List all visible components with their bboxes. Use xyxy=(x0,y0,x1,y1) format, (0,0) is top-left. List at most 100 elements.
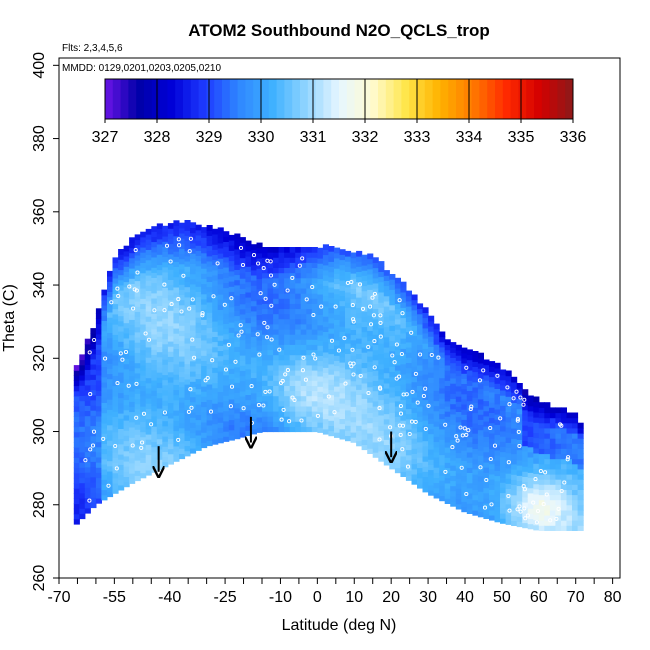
heatmap-cell xyxy=(79,436,86,443)
heatmap-cell xyxy=(201,437,208,443)
heatmap-cell xyxy=(134,439,141,446)
heatmap-cell xyxy=(544,520,551,526)
heatmap-cell xyxy=(383,336,390,343)
heatmap-cell xyxy=(173,281,180,288)
heatmap-cell xyxy=(339,336,346,343)
sample-dot xyxy=(241,406,246,411)
heatmap-cell xyxy=(300,329,307,335)
heatmap-cell xyxy=(184,291,191,298)
heatmap-cell xyxy=(250,254,257,261)
heatmap-cell xyxy=(295,303,302,310)
heatmap-cell xyxy=(300,405,307,412)
heatmap-cell xyxy=(184,378,191,385)
heatmap-cell xyxy=(145,382,152,389)
heatmap-cell xyxy=(256,258,263,264)
heatmap-cell xyxy=(334,391,341,397)
heatmap-cell xyxy=(162,343,169,350)
heatmap-cell xyxy=(505,452,512,459)
heatmap-cell xyxy=(167,376,174,383)
heatmap-cell xyxy=(184,296,191,303)
heatmap-cell xyxy=(118,320,125,327)
heatmap-cell xyxy=(167,228,174,234)
heatmap-cell xyxy=(273,329,280,335)
heatmap-cell xyxy=(278,272,285,279)
heatmap-cell xyxy=(79,369,86,376)
heatmap-cell xyxy=(439,475,446,481)
heatmap-cell xyxy=(201,319,208,326)
colorbar: 327 328 329 330 331 332 333 334 335 336 xyxy=(92,78,586,146)
heatmap-cell xyxy=(511,422,518,429)
heatmap-cell xyxy=(90,394,97,401)
heatmap-cell xyxy=(372,436,379,443)
heatmap-cell xyxy=(239,273,246,279)
heatmap-cell xyxy=(527,431,534,437)
heatmap-cell xyxy=(167,382,174,388)
heatmap-cell xyxy=(300,267,307,274)
heatmap-cell xyxy=(101,376,108,383)
heatmap-cell xyxy=(201,329,208,336)
heatmap-cell xyxy=(389,443,396,449)
heatmap-cell xyxy=(549,412,556,419)
heatmap-cell xyxy=(256,360,263,367)
heatmap-cell xyxy=(273,298,280,304)
heatmap-cell xyxy=(516,408,523,415)
heatmap-cell xyxy=(101,371,108,378)
sample-dot xyxy=(521,402,526,407)
heatmap-cell xyxy=(472,469,479,475)
heatmap-cell xyxy=(461,506,468,513)
sample-dot xyxy=(258,291,263,296)
heatmap-cell xyxy=(494,501,501,507)
heatmap-cell xyxy=(156,418,163,424)
heatmap-cell xyxy=(112,452,119,458)
heatmap-cell xyxy=(134,470,141,476)
heatmap-cell xyxy=(361,265,368,271)
heatmap-cell xyxy=(328,420,335,426)
heatmap-cell xyxy=(134,249,141,256)
heatmap-cell xyxy=(201,350,208,356)
heatmap-cell xyxy=(466,487,473,494)
heatmap-cell xyxy=(212,239,219,245)
sample-dot xyxy=(303,377,308,382)
heatmap-cell xyxy=(206,337,213,344)
heatmap-cell xyxy=(284,390,291,397)
heatmap-cell xyxy=(201,334,208,341)
heatmap-cell xyxy=(389,412,396,419)
heatmap-cell xyxy=(500,482,507,488)
heatmap-cell xyxy=(245,358,252,365)
heatmap-cell xyxy=(206,260,213,267)
heatmap-cell xyxy=(522,455,529,462)
heatmap-cell xyxy=(118,413,125,419)
heatmap-cell xyxy=(461,357,468,364)
sample-dot xyxy=(127,284,132,289)
heatmap-cell xyxy=(417,436,424,443)
sample-dot xyxy=(477,378,482,383)
heatmap-cell xyxy=(417,472,424,479)
heatmap-cell xyxy=(383,280,390,287)
heatmap-cell xyxy=(350,355,357,361)
heatmap-cell xyxy=(206,368,213,375)
heatmap-cell xyxy=(356,430,363,436)
heatmap-cell xyxy=(112,416,119,422)
heatmap-cell xyxy=(372,288,379,294)
heatmap-cell xyxy=(118,464,125,470)
heatmap-cell xyxy=(223,231,230,237)
heatmap-cell xyxy=(489,402,496,408)
heatmap-cell xyxy=(322,341,329,348)
heatmap-cell xyxy=(466,359,473,366)
heatmap-cell xyxy=(317,386,324,392)
heatmap-cell xyxy=(167,448,174,455)
heatmap-cell xyxy=(466,472,473,479)
heatmap-cell xyxy=(317,427,324,433)
heatmap-cell xyxy=(239,308,246,315)
heatmap-cell xyxy=(494,403,501,410)
heatmap-cell xyxy=(367,422,374,429)
heatmap-cell xyxy=(145,398,152,404)
heatmap-cell xyxy=(494,419,501,425)
heatmap-cell xyxy=(129,344,136,351)
heatmap-cell xyxy=(306,359,313,366)
heatmap-cell xyxy=(350,396,357,402)
colorbar-segment xyxy=(245,79,254,119)
heatmap-cell xyxy=(322,311,329,317)
heatmap-cell xyxy=(134,454,141,461)
heatmap-cell xyxy=(450,419,457,425)
